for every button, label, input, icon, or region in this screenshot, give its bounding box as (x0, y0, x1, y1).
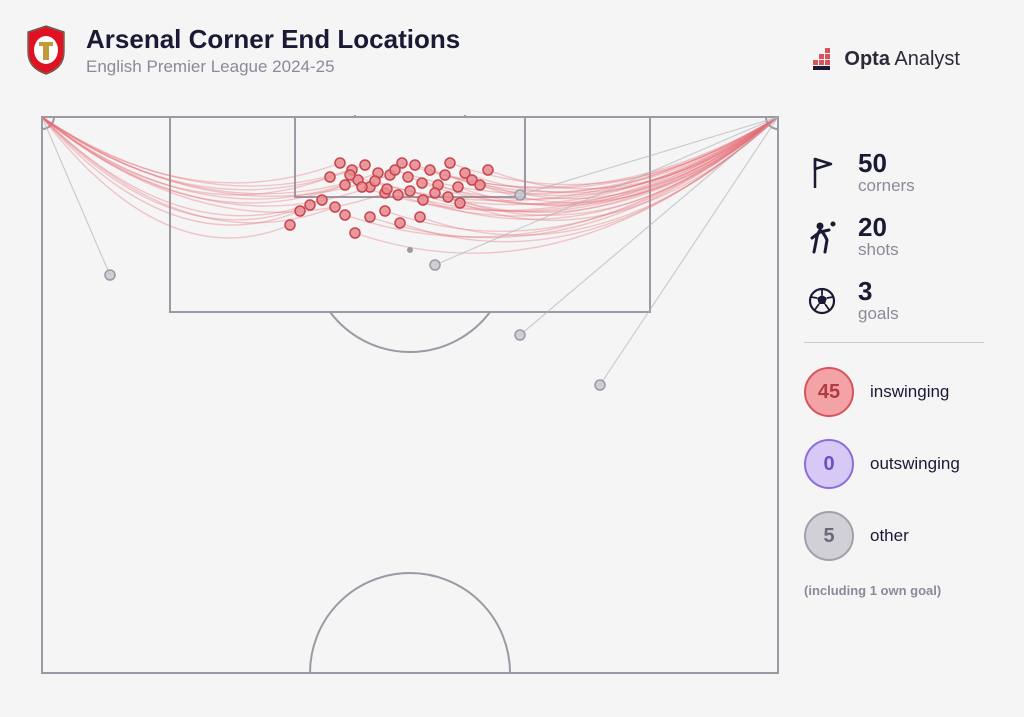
brand-logo: Opta Analyst (810, 46, 960, 72)
pitch-chart (40, 115, 780, 675)
legend-other: 5 other (804, 511, 984, 561)
legend-label-outswinging: outswinging (870, 454, 960, 474)
legend-label-other: other (870, 526, 909, 546)
legend-circle-outswinging: 0 (804, 439, 854, 489)
stat-corners: 50 corners (804, 150, 984, 196)
corners-value: 50 (858, 150, 915, 176)
legend-outswinging: 0 outswinging (804, 439, 984, 489)
stat-goals: 3 goals (804, 278, 984, 324)
corners-label: corners (858, 176, 915, 196)
team-crest-icon (24, 24, 68, 76)
shots-label: shots (858, 240, 899, 260)
goals-value: 3 (858, 278, 899, 304)
legend-inswinging: 45 inswinging (804, 367, 984, 417)
legend-circle-other: 5 (804, 511, 854, 561)
brand-icon (810, 46, 836, 72)
legend-footnote: (including 1 own goal) (804, 583, 984, 598)
stat-shots: 20 shots (804, 214, 984, 260)
stats-panel: 50 corners 20 shots 3 goals 45 inswingin… (804, 150, 984, 598)
corner-flag-icon (804, 155, 840, 191)
header: Arsenal Corner End Locations English Pre… (24, 24, 1000, 77)
divider (804, 342, 984, 343)
brand-text: Opta Analyst (844, 48, 960, 71)
legend-circle-inswinging: 45 (804, 367, 854, 417)
pitch-svg (40, 115, 780, 675)
football-icon (804, 283, 840, 319)
player-shot-icon (804, 219, 840, 255)
header-left: Arsenal Corner End Locations English Pre… (24, 24, 460, 77)
legend-label-inswinging: inswinging (870, 382, 949, 402)
shots-value: 20 (858, 214, 899, 240)
page-title: Arsenal Corner End Locations (86, 24, 460, 55)
title-block: Arsenal Corner End Locations English Pre… (86, 24, 460, 77)
page-subtitle: English Premier League 2024-25 (86, 57, 460, 77)
goals-label: goals (858, 304, 899, 324)
